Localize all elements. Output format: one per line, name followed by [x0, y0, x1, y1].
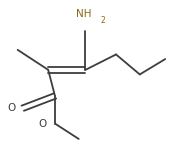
Text: NH: NH — [76, 9, 91, 19]
Text: O: O — [38, 119, 47, 129]
Text: O: O — [8, 103, 16, 113]
Text: 2: 2 — [101, 16, 106, 25]
